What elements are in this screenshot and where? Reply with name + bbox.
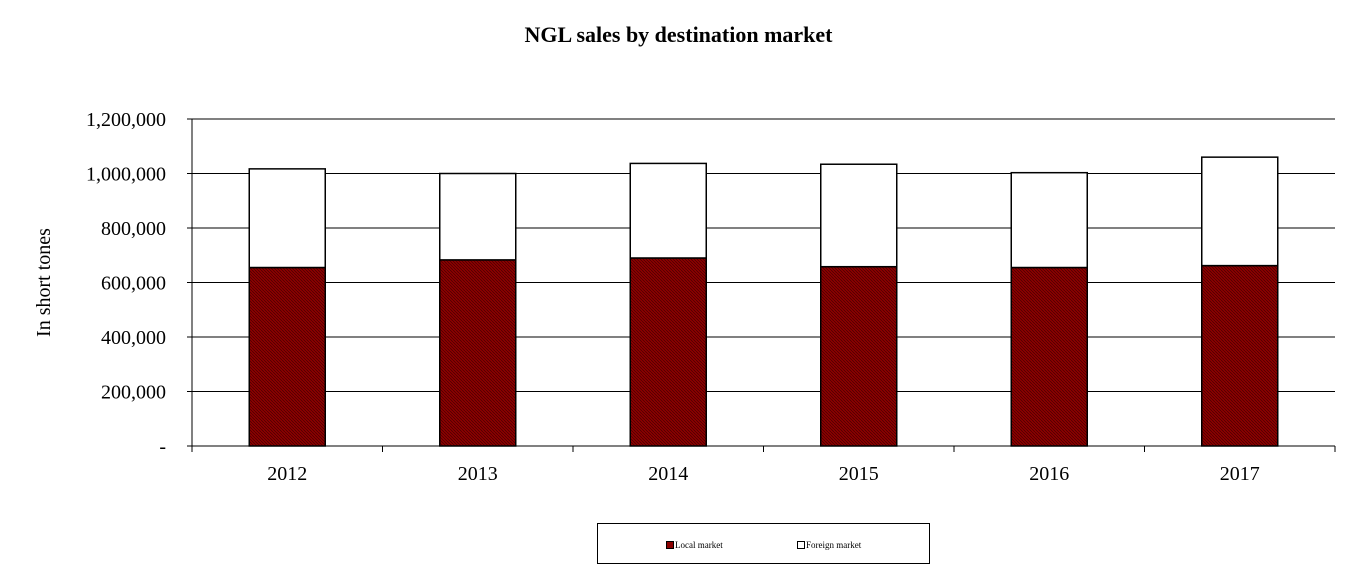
x-tick-label: 2013 bbox=[458, 463, 498, 485]
x-tick-label: 2017 bbox=[1220, 463, 1260, 485]
foreign-market-swatch bbox=[797, 541, 805, 549]
y-tick-label: 600,000 bbox=[101, 273, 166, 295]
legend-item-local: Local market bbox=[666, 540, 723, 550]
bar-foreign-2012 bbox=[248, 168, 326, 269]
x-tick-label: 2014 bbox=[648, 463, 688, 485]
y-axis-title: In short tones bbox=[33, 228, 55, 337]
y-tick-label: 1,000,000 bbox=[86, 164, 166, 186]
bar-foreign-2013 bbox=[439, 172, 517, 261]
y-tick-label: - bbox=[159, 436, 166, 458]
legend: Local market Foreign market bbox=[597, 523, 930, 564]
bar-local-2014 bbox=[629, 257, 707, 447]
bar-local-2015 bbox=[820, 265, 898, 447]
bar-local-2013 bbox=[439, 259, 517, 447]
chart-title: NGL sales by destination market bbox=[524, 22, 833, 47]
y-tick-label: 1,200,000 bbox=[86, 109, 166, 131]
bar-foreign-2014 bbox=[629, 162, 707, 259]
local-market-swatch bbox=[666, 541, 674, 549]
legend-label-local: Local market bbox=[675, 540, 723, 550]
bar-foreign-2017 bbox=[1201, 156, 1279, 267]
y-tick-label: 400,000 bbox=[101, 327, 166, 349]
bar-local-2017 bbox=[1201, 264, 1279, 447]
x-tick-label: 2016 bbox=[1029, 463, 1069, 485]
x-tick-label: 2015 bbox=[839, 463, 879, 485]
bar-local-2016 bbox=[1010, 266, 1088, 447]
y-tick-label: 200,000 bbox=[101, 382, 166, 404]
y-tick-label: 800,000 bbox=[101, 218, 166, 240]
legend-label-foreign: Foreign market bbox=[806, 540, 862, 550]
bar-foreign-2015 bbox=[820, 163, 898, 268]
legend-item-foreign: Foreign market bbox=[797, 540, 861, 550]
x-tick-label: 2012 bbox=[267, 463, 307, 485]
bar-local-2012 bbox=[248, 266, 326, 447]
bar-foreign-2016 bbox=[1010, 171, 1088, 269]
